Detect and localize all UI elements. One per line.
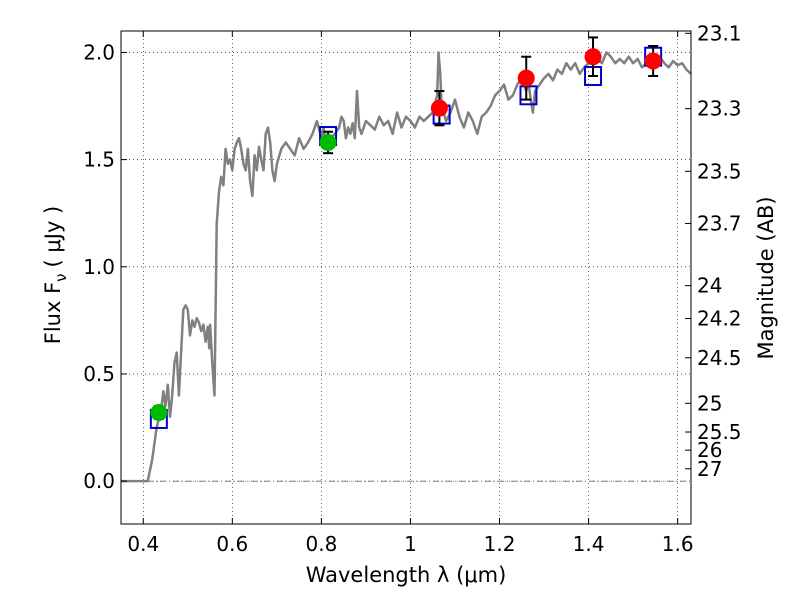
y2-tick-label: 27 (697, 457, 722, 481)
y2-axis-label: Magnitude (AB) (754, 196, 778, 359)
observed-ir-point (644, 52, 662, 70)
model-spectrum-line (121, 51, 692, 483)
y2-tick-label: 24.2 (697, 307, 742, 331)
x-tick-label: 0.6 (216, 532, 248, 556)
y-axis-label: Flux Fν ( μJy ) (41, 206, 70, 345)
x-tick-label: 1 (404, 532, 417, 556)
y2-tick-label: 23.7 (697, 211, 742, 235)
x-tick-label: 1.6 (662, 532, 694, 556)
x-tick-label: 0.4 (127, 532, 159, 556)
y-tick-label: 2.0 (83, 40, 115, 64)
y2-tick-label: 24.5 (697, 346, 742, 370)
observed-ir-point (517, 69, 535, 87)
y-tick-label: 1.5 (83, 148, 115, 172)
axes-frame (120, 30, 692, 525)
y-tick-label: 0.0 (83, 469, 115, 493)
observed-optical-point (319, 133, 337, 151)
observed-optical-point (150, 404, 168, 422)
observed-ir-point (584, 48, 602, 66)
y2-tick-label: 23.5 (697, 159, 742, 183)
grid-lines (121, 31, 691, 524)
x-tick-label: 1.4 (573, 532, 605, 556)
y-axis-label-main: Flux F (41, 282, 65, 344)
y2-tick-label: 25.5 (697, 420, 742, 444)
y-tick-label: 0.5 (83, 362, 115, 386)
y2-tick-label: 24 (697, 274, 722, 298)
y2-tick-label: 23.1 (697, 21, 742, 45)
y2-tick-label: 25 (697, 391, 722, 415)
y2-tick-label: 26 (697, 438, 722, 462)
plot-area (121, 36, 692, 483)
y-axis-label-sub: ν (52, 273, 70, 281)
axis-ticks: 0.4 0.6 0.8 1 1.2 1.4 1.6 0.0 0.5 1.0 1.5 2.0 23.1 23… (83, 21, 741, 556)
y-tick-label: 1.0 (83, 255, 115, 279)
x-tick-label: 0.8 (305, 532, 337, 556)
x-tick-label: 1.2 (484, 532, 516, 556)
y-axis-label-unit: ( μJy ) (41, 206, 65, 268)
x-axis-label: Wavelength λ (μm) (306, 563, 507, 587)
observed-ir-point (430, 99, 448, 117)
y2-tick-label: 23.3 (697, 97, 742, 121)
